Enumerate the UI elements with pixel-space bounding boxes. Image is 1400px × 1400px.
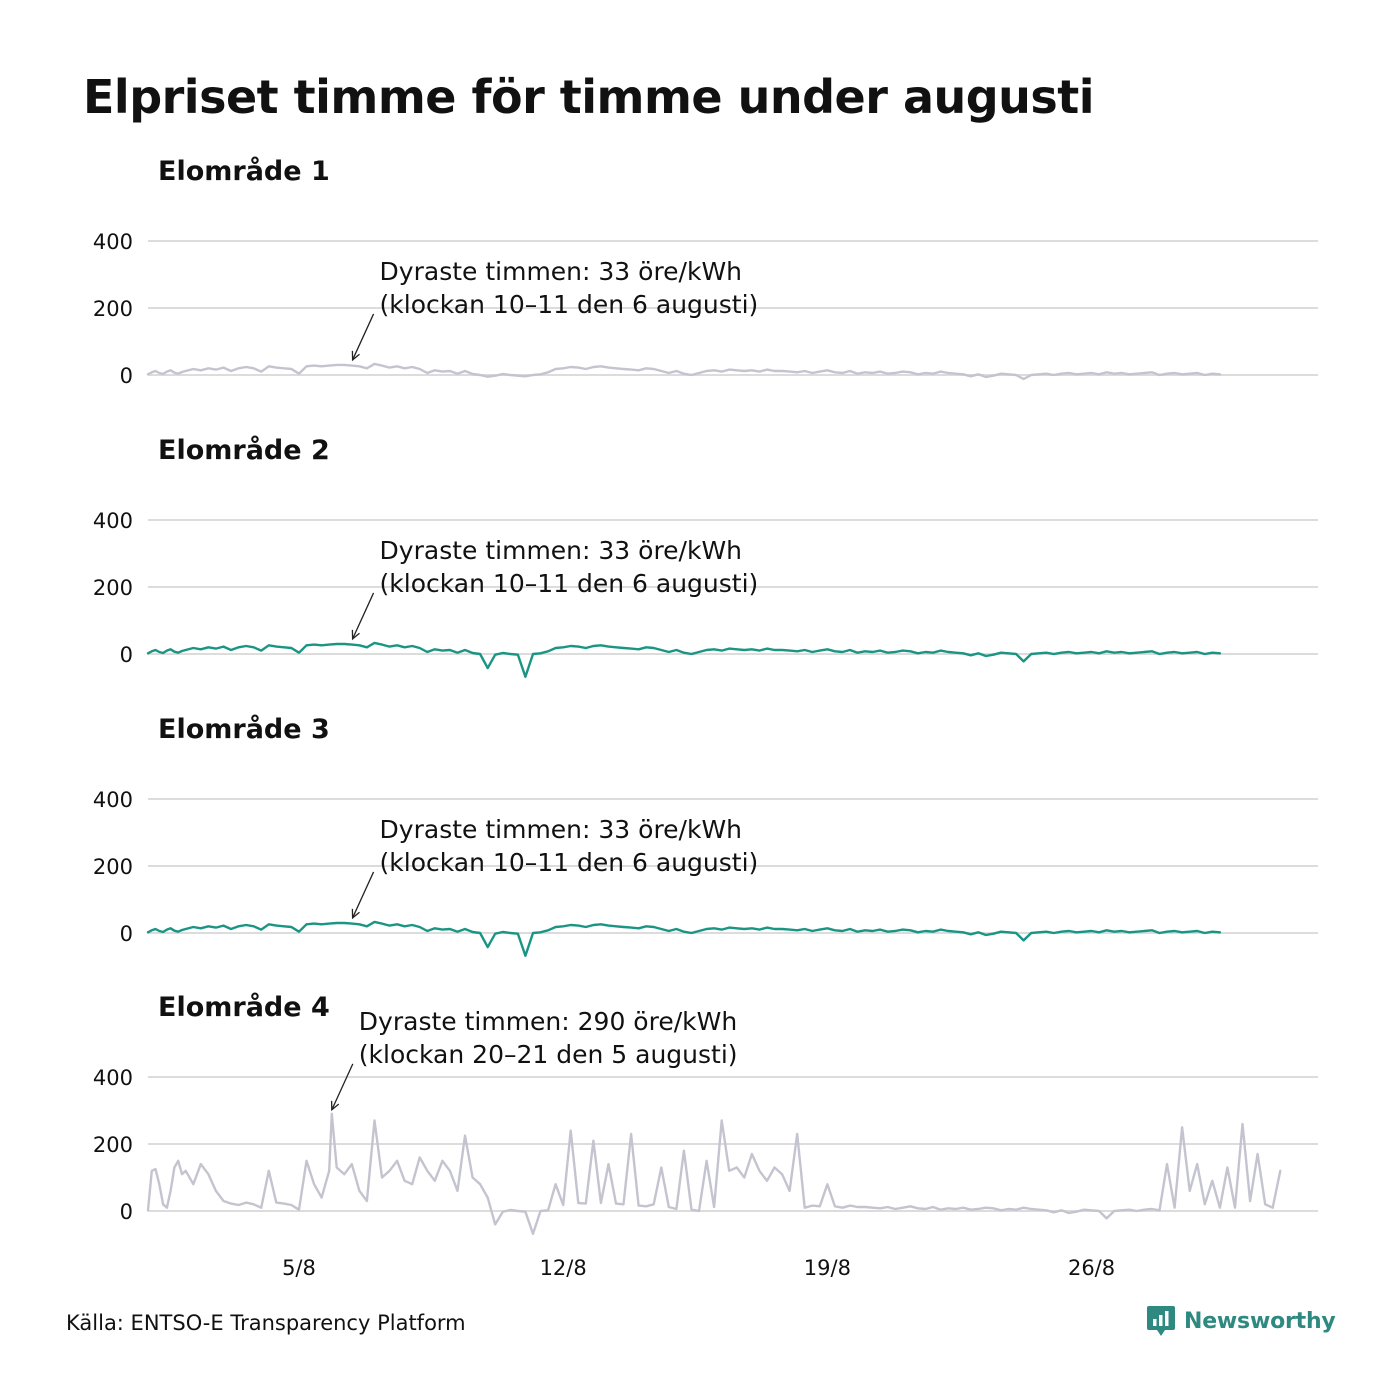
y-tick-label: 0 — [120, 364, 133, 388]
series-line-3 — [146, 920, 1222, 957]
series-line-2 — [146, 641, 1222, 678]
annotation-line-1: Dyraste timmen: 33 öre/kWh — [380, 536, 742, 565]
source-note: Källa: ENTSO-E Transparency Platform — [66, 1311, 466, 1335]
annotation-line-2: (klockan 10–11 den 6 augusti) — [380, 848, 759, 877]
y-tick-label: 200 — [93, 855, 133, 879]
panel-title: Elområde 3 — [158, 713, 330, 745]
annotation-arrow — [351, 313, 375, 361]
y-tick-label: 200 — [93, 576, 133, 600]
annotation-arrow — [351, 592, 375, 640]
series-line-1 — [146, 362, 1222, 381]
y-tick-label: 0 — [120, 643, 133, 667]
y-tick-label: 0 — [120, 922, 133, 946]
y-tick-label: 0 — [120, 1200, 133, 1224]
series-line-4 — [146, 1112, 1282, 1235]
x-tick-label: 26/8 — [1068, 1256, 1115, 1280]
annotation-arrow — [331, 1063, 354, 1111]
y-tick-label: 200 — [93, 1133, 133, 1157]
brand-name: Newsworthy — [1184, 1308, 1336, 1334]
annotation-line-1: Dyraste timmen: 33 öre/kWh — [380, 257, 742, 286]
annotation-line-2: (klockan 10–11 den 6 augusti) — [380, 290, 759, 319]
annotation-line-2: (klockan 20–21 den 5 augusti) — [359, 1040, 738, 1069]
annotation-line-2: (klockan 10–11 den 6 augusti) — [380, 569, 759, 598]
newsworthy-logo[interactable]: Newsworthy — [1146, 1304, 1336, 1338]
annotation-line-1: Dyraste timmen: 290 öre/kWh — [359, 1007, 737, 1036]
newsworthy-logo-icon — [1147, 1306, 1175, 1336]
arrow-icon — [351, 629, 360, 641]
x-tick-label: 12/8 — [540, 1256, 587, 1280]
arrow-icon — [351, 908, 360, 920]
annotation-line-1: Dyraste timmen: 33 öre/kWh — [380, 815, 742, 844]
y-tick-label: 200 — [93, 297, 133, 321]
y-tick-label: 400 — [93, 509, 133, 533]
panel-title: Elområde 4 — [158, 991, 330, 1023]
arrow-icon — [351, 350, 360, 362]
y-tick-label: 400 — [93, 230, 133, 254]
x-tick-label: 19/8 — [804, 1256, 851, 1280]
y-tick-label: 400 — [93, 788, 133, 812]
panel-title: Elområde 2 — [158, 434, 330, 466]
arrow-icon — [330, 1100, 340, 1112]
page-title: Elpriset timme för timme under augusti — [83, 70, 1095, 124]
panel-title: Elområde 1 — [158, 155, 330, 187]
y-tick-label: 400 — [93, 1066, 133, 1090]
annotation-arrow — [351, 871, 375, 919]
x-tick-label: 5/8 — [282, 1256, 316, 1280]
